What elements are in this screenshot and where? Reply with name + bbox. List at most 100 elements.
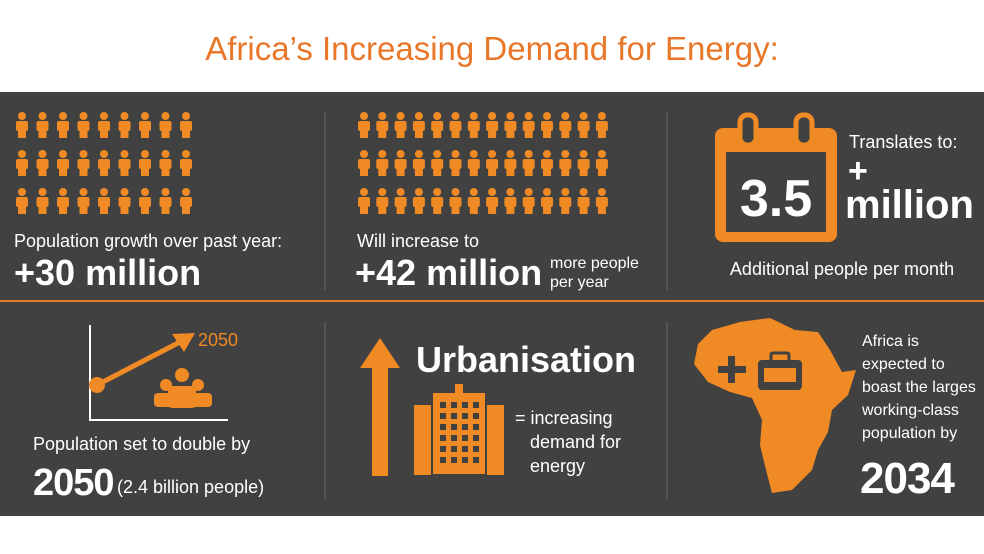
person-icon bbox=[358, 188, 370, 214]
person-icon bbox=[541, 112, 553, 138]
person-icon bbox=[467, 112, 480, 138]
person-icon bbox=[577, 112, 590, 138]
window bbox=[440, 435, 446, 441]
calendar-icon bbox=[715, 112, 837, 242]
line: working-class bbox=[861, 402, 959, 419]
person-icon bbox=[139, 188, 151, 214]
person-icon bbox=[559, 150, 572, 176]
window bbox=[440, 413, 446, 419]
person-icon bbox=[577, 188, 590, 214]
person-icon bbox=[358, 112, 370, 138]
label: Population growth over past year: bbox=[14, 231, 282, 251]
window bbox=[473, 435, 479, 441]
person-icon bbox=[118, 188, 131, 214]
label: Population set to double by bbox=[33, 434, 250, 454]
person-icon bbox=[16, 188, 28, 214]
value: +30 million bbox=[14, 252, 201, 293]
window bbox=[462, 446, 468, 452]
person-icon bbox=[180, 188, 192, 214]
person-icon bbox=[180, 150, 192, 176]
person-icon bbox=[412, 150, 425, 176]
person-icon bbox=[57, 150, 69, 176]
window bbox=[440, 446, 446, 452]
person-icon bbox=[486, 150, 499, 176]
window bbox=[473, 424, 479, 430]
window bbox=[473, 457, 479, 463]
window bbox=[451, 435, 457, 441]
line: population by bbox=[862, 425, 957, 442]
window bbox=[473, 413, 479, 419]
person-icon bbox=[595, 112, 608, 138]
note: per year bbox=[550, 274, 609, 291]
person-icon bbox=[376, 150, 389, 176]
person-icon bbox=[559, 188, 572, 214]
window bbox=[462, 435, 468, 441]
window bbox=[440, 424, 446, 430]
person-icon bbox=[577, 150, 590, 176]
value: 2050 bbox=[33, 462, 114, 504]
window bbox=[451, 446, 457, 452]
label: Will increase to bbox=[357, 231, 479, 251]
line: Africa is bbox=[862, 333, 919, 350]
person-icon bbox=[118, 112, 131, 138]
person-icon bbox=[376, 188, 389, 214]
person-icon bbox=[77, 188, 90, 214]
building-windows bbox=[440, 402, 479, 463]
window bbox=[451, 424, 457, 430]
value: +42 million bbox=[355, 252, 542, 293]
person-icon bbox=[449, 150, 462, 176]
person-icon bbox=[180, 112, 192, 138]
window bbox=[451, 457, 457, 463]
person-icon bbox=[77, 150, 90, 176]
unit: million bbox=[845, 183, 974, 227]
person-icon bbox=[595, 188, 608, 214]
line: = increasing bbox=[515, 408, 613, 428]
window bbox=[473, 402, 479, 408]
window bbox=[440, 457, 446, 463]
person-icon bbox=[412, 188, 425, 214]
window bbox=[462, 413, 468, 419]
person-icon bbox=[159, 112, 172, 138]
person-icon bbox=[57, 188, 69, 214]
person-icon bbox=[595, 150, 608, 176]
person-icon bbox=[431, 188, 444, 214]
person-icon bbox=[376, 112, 389, 138]
person-icon bbox=[36, 188, 49, 214]
line: demand for bbox=[530, 432, 621, 452]
person-icon bbox=[394, 112, 407, 138]
person-icon bbox=[522, 112, 535, 138]
note: (2.4 billion people) bbox=[117, 477, 264, 497]
person-icon bbox=[77, 112, 90, 138]
window bbox=[451, 402, 457, 408]
person-icon bbox=[159, 150, 172, 176]
person-icon bbox=[522, 150, 535, 176]
window bbox=[462, 457, 468, 463]
person-icon bbox=[431, 112, 444, 138]
person-icon bbox=[486, 112, 499, 138]
person-icon bbox=[541, 150, 553, 176]
person-icon bbox=[522, 188, 535, 214]
person-icon bbox=[16, 150, 28, 176]
person-icon bbox=[504, 188, 517, 214]
label: Translates to: bbox=[849, 132, 957, 152]
person-icon bbox=[118, 150, 131, 176]
person-icon bbox=[36, 150, 49, 176]
person-icon bbox=[36, 112, 49, 138]
person-icon bbox=[467, 150, 480, 176]
person-icon bbox=[98, 112, 110, 138]
number: 3.5 bbox=[740, 170, 812, 228]
window bbox=[473, 446, 479, 452]
chart-label: 2050 bbox=[198, 330, 238, 350]
person-icon bbox=[98, 150, 110, 176]
window bbox=[462, 402, 468, 408]
line: expected to bbox=[862, 356, 945, 373]
people-icons bbox=[16, 112, 608, 214]
person-icon bbox=[159, 188, 172, 214]
growth-chart-icon bbox=[89, 325, 228, 421]
person-icon bbox=[559, 112, 572, 138]
window bbox=[440, 402, 446, 408]
person-icon bbox=[139, 112, 151, 138]
person-icon bbox=[504, 112, 517, 138]
plus: + bbox=[848, 152, 868, 190]
person-icon bbox=[449, 112, 462, 138]
